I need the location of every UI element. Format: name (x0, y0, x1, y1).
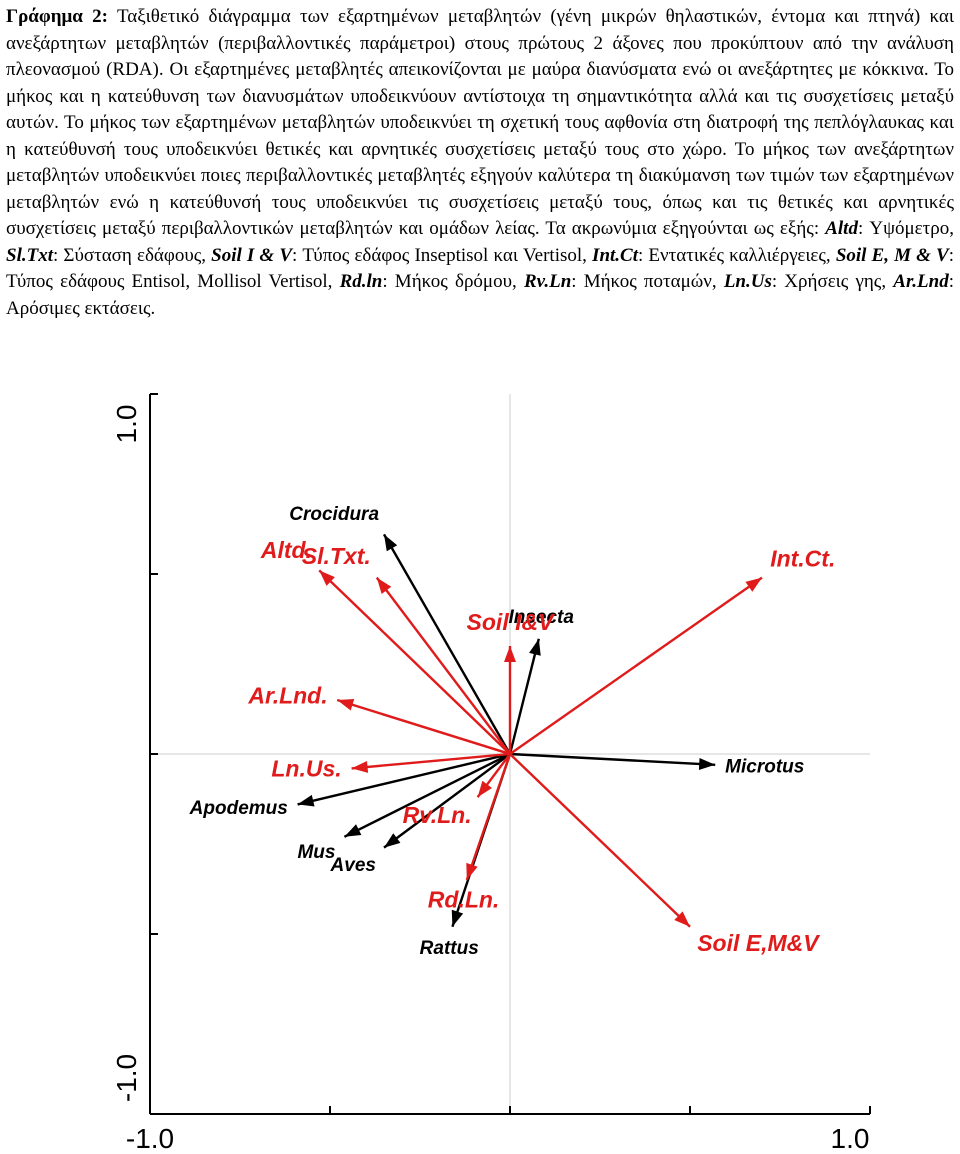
acronym-desc: : Εντατικές καλλιέργειες, (638, 244, 836, 266)
y-tick-label-min: -1.0 (111, 1054, 142, 1102)
microtus-arrowhead (698, 757, 716, 770)
x-tick-label-min: -1.0 (126, 1123, 174, 1154)
acronym-desc: : Μήκος ποταμών, (571, 271, 724, 292)
insecta-arrowhead (529, 638, 541, 656)
int-ct-arrowhead (745, 577, 762, 592)
sl-txt-arrowhead (376, 577, 392, 594)
apodemus-label: Apodemus (189, 798, 288, 819)
mus-arrowhead (344, 824, 362, 837)
rv-ln-label: Rv.Ln. (403, 802, 472, 828)
acronym-abbr: Rd.ln (339, 271, 383, 292)
soil-e-m-v-arrowhead (674, 911, 690, 927)
altd-arrowhead (319, 570, 335, 586)
acronym-desc: : Υψόμετρο, (857, 218, 954, 239)
caption-text: Ταξιθετικό διάγραμμα των εξαρτημένων μετ… (6, 6, 954, 239)
figure-caption: Γράφημα 2: Ταξιθετικό διάγραμμα των εξαρ… (6, 4, 954, 322)
aves-label: Aves (330, 855, 376, 876)
acronym-abbr: Sl.Txt (6, 244, 53, 266)
acronym-list: Altd: Υψόμετρο, Sl.Txt: Σύσταση εδάφους,… (6, 218, 954, 319)
crocidura-arrowhead (384, 534, 398, 552)
acronym-abbr: Altd (825, 218, 858, 239)
altd-vector (318, 569, 511, 755)
caption-label: Γράφημα 2: (6, 6, 108, 27)
mus-vector (343, 752, 511, 838)
rd-ln-arrowhead (466, 862, 478, 880)
rda-biplot: -1.0 1.0 -1.0 1.0 Crocidura Insecta Microtus Ap… (111, 393, 871, 1154)
altd-label: Altd. (260, 537, 312, 563)
acronym-abbr: Soil I & V (211, 244, 292, 266)
rattus-label: Rattus (420, 938, 479, 959)
aves-arrowhead (384, 833, 401, 848)
apodemus-vector (297, 752, 511, 806)
soil-e-m-v-label: Soil E,M&V (697, 930, 820, 956)
acronym-desc: : Σύσταση εδάφους, (52, 244, 212, 266)
sl-txt-vector (375, 576, 511, 755)
rv-ln-arrowhead (477, 780, 492, 798)
int-ct-label: Int.Ct. (770, 546, 835, 572)
acronym-abbr: Int.Ct (592, 244, 638, 266)
sl-txt-label: Sl.Txt. (302, 543, 371, 569)
apodemus-arrowhead (297, 794, 315, 807)
acronym-desc: : Αρόσιμες εκτάσεις. (6, 271, 954, 319)
int-ct-vector (509, 576, 763, 755)
acronym-desc: : Τύπος εδάφους Entisol, Mollisol Vertis… (6, 244, 954, 293)
rd-ln-vector (465, 753, 512, 881)
ln-us-label: Ln.Us. (271, 755, 341, 781)
y-tick-label-max: 1.0 (111, 405, 142, 444)
ar-lnd-arrowhead (337, 699, 355, 711)
rattus-arrowhead (451, 909, 464, 927)
insecta-label: Insecta (508, 607, 574, 628)
ar-lnd-vector (336, 698, 511, 756)
insecta-vector (508, 638, 540, 755)
acronym-abbr: Soil E, M & V (835, 244, 949, 266)
rd-ln-label: Rd.Ln. (428, 886, 500, 912)
acronym-abbr: Ln.Us (723, 271, 772, 292)
microtus-label: Microtus (725, 756, 804, 777)
mus-label: Mus (297, 842, 335, 863)
acronym-desc: : Τύπος εδάφος Inseptisol και Vertisol, (292, 244, 593, 266)
crocidura-label: Crocidura (289, 504, 379, 525)
ln-us-vector (351, 752, 511, 770)
x-tick-label-max: 1.0 (831, 1123, 870, 1154)
microtus-vector (509, 752, 716, 766)
acronym-abbr: Rv.Ln (523, 271, 572, 292)
soil-e-m-v-vector (509, 753, 691, 928)
acronym-desc: : Μήκος δρόμου, (382, 271, 524, 292)
soil-i-v-arrowhead (504, 646, 516, 662)
acronym-abbr: Ar.Lnd (893, 271, 949, 292)
ar-lnd-label: Ar.Lnd. (247, 682, 327, 708)
crocidura-vector (382, 533, 512, 755)
aves-vector (383, 753, 511, 849)
acronym-desc: : Χρήσεις γης, (771, 271, 894, 292)
soil-i-v-label: Soil I&V (467, 609, 556, 635)
ln-us-arrowhead (351, 760, 369, 773)
